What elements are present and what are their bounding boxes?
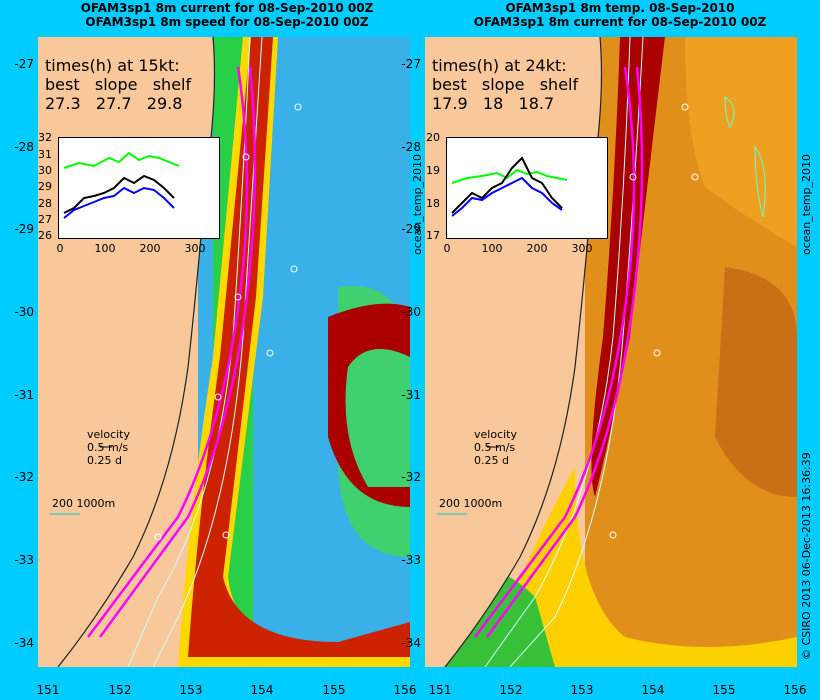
lat-tick: -34 [401, 636, 421, 650]
right-inset-xtick: 0 [443, 242, 451, 255]
left-col-labels: best slope shelf [45, 75, 191, 94]
right-times-heading: times(h) at 24kt: [432, 56, 567, 75]
lon-tick: 153 [179, 683, 203, 697]
lat-tick: -33 [14, 553, 34, 567]
right-label-best: best [432, 75, 467, 94]
left-inset-ytick: 28 [38, 197, 52, 210]
lon-tick: 152 [499, 683, 523, 697]
right-title-line2: OFAM3sp1 8m current for 08-Sep-2010 00Z [473, 15, 767, 29]
right-inset-ytick: 18 [426, 197, 440, 210]
lat-tick: -30 [401, 305, 421, 319]
right-label-shelf: shelf [539, 75, 579, 94]
left-velocity-speed: 0.5 m/s [87, 441, 129, 454]
right-title: OFAM3sp1 8m temp. 08-Sep-2010 OFAM3sp1 8… [435, 1, 805, 29]
left-velocity-label: velocity [87, 428, 130, 441]
right-velocity-legend: velocity 0.5 m/s 0.25 d [474, 428, 517, 467]
lon-tick: 156 [393, 683, 417, 697]
left-inset-ytick: 26 [38, 229, 52, 242]
lat-tick: -28 [14, 140, 34, 154]
right-col-labels: best slope shelf [432, 75, 578, 94]
left-label-slope: slope [94, 75, 138, 94]
right-value-slope: 18 [482, 94, 504, 113]
lon-tick: 155 [712, 683, 736, 697]
lat-tick: -29 [14, 222, 34, 236]
left-label-shelf: shelf [152, 75, 192, 94]
lon-tick: 154 [641, 683, 665, 697]
left-inset-ytick: 29 [38, 180, 52, 193]
right-inset-ytick: 19 [426, 164, 440, 177]
left-times-heading: times(h) at 15kt: [45, 56, 180, 75]
left-inset-plot [58, 137, 220, 239]
lat-tick: -34 [14, 636, 34, 650]
right-inset-xtick: 100 [481, 242, 503, 255]
right-inset-ytick: 20 [426, 131, 440, 144]
right-inset-xtick: 300 [571, 242, 593, 255]
left-inset-lines [63, 151, 180, 219]
right-value-shelf: 18.7 [518, 94, 555, 113]
left-title: OFAM3sp1 8m current for 08-Sep-2010 00Z … [52, 1, 402, 29]
lon-tick: 155 [322, 683, 346, 697]
right-velocity-speed: 0.5 m/s [474, 441, 516, 454]
lon-tick: 152 [108, 683, 132, 697]
lat-tick: -27 [401, 57, 421, 71]
left-inset-ytick: 31 [38, 148, 52, 161]
middle-side-label: ocean_temp_2010 [411, 153, 424, 255]
left-label-best: best [45, 75, 80, 94]
lat-tick: -29 [401, 222, 421, 236]
lon-tick: 151 [36, 683, 60, 697]
lon-tick: 154 [250, 683, 274, 697]
right-title-line1: OFAM3sp1 8m temp. 08-Sep-2010 [505, 1, 735, 15]
lat-tick: -31 [401, 388, 421, 402]
left-inset-xtick: 300 [184, 242, 206, 255]
right-inset-xtick: 200 [526, 242, 548, 255]
left-col-values: 27.3 27.7 29.8 [45, 94, 191, 113]
right-scale-label: 200 1000m [439, 497, 503, 510]
left-inset-ytick: 30 [38, 164, 52, 177]
left-inset-ytick: 32 [38, 131, 52, 144]
copyright-label: © CSIRO 2013 06-Dec-2013 16:36:39 [800, 452, 813, 660]
right-times-info: times(h) at 24kt: best slope shelf 17.9 … [432, 56, 578, 113]
right-velocity-time: 0.25 d [474, 454, 509, 467]
left-value-best: 27.3 [45, 94, 81, 113]
right-side-label: ocean_temp_2010 [800, 153, 813, 255]
left-title-line2: OFAM3sp1 8m speed for 08-Sep-2010 00Z [85, 15, 369, 29]
right-col-values: 17.9 18 18.7 [432, 94, 578, 113]
left-speed-map [38, 37, 410, 667]
left-inset-xtick: 100 [94, 242, 116, 255]
lon-tick: 153 [570, 683, 594, 697]
left-title-line1: OFAM3sp1 8m current for 08-Sep-2010 00Z [80, 1, 374, 15]
left-map-panel[interactable] [38, 37, 410, 667]
left-value-slope: 27.7 [95, 94, 132, 113]
lat-tick: -27 [14, 57, 34, 71]
left-inset-xtick: 0 [56, 242, 64, 255]
left-inset-xtick: 200 [139, 242, 161, 255]
left-value-shelf: 29.8 [146, 94, 183, 113]
left-inset-ytick: 27 [38, 213, 52, 226]
right-temp-map [425, 37, 797, 667]
right-inset-plot [446, 137, 608, 239]
lat-tick: -31 [14, 388, 34, 402]
left-scale-label: 200 1000m [52, 497, 116, 510]
left-velocity-time: 0.25 d [87, 454, 122, 467]
left-times-info: times(h) at 15kt: best slope shelf 27.3 … [45, 56, 191, 113]
left-velocity-legend: velocity 0.5 m/s 0.25 d [87, 428, 130, 467]
lat-tick: -32 [14, 470, 34, 484]
lat-tick: -33 [401, 553, 421, 567]
lat-tick: -32 [401, 470, 421, 484]
lon-tick: 156 [783, 683, 807, 697]
lon-tick: 151 [428, 683, 452, 697]
lat-tick: -30 [14, 305, 34, 319]
right-map-panel[interactable] [425, 37, 797, 667]
right-label-slope: slope [481, 75, 525, 94]
right-inset-lines [451, 156, 568, 217]
right-inset-ytick: 17 [426, 229, 440, 242]
right-value-best: 17.9 [432, 94, 468, 113]
lat-tick: -28 [401, 140, 421, 154]
right-velocity-label: velocity [474, 428, 517, 441]
